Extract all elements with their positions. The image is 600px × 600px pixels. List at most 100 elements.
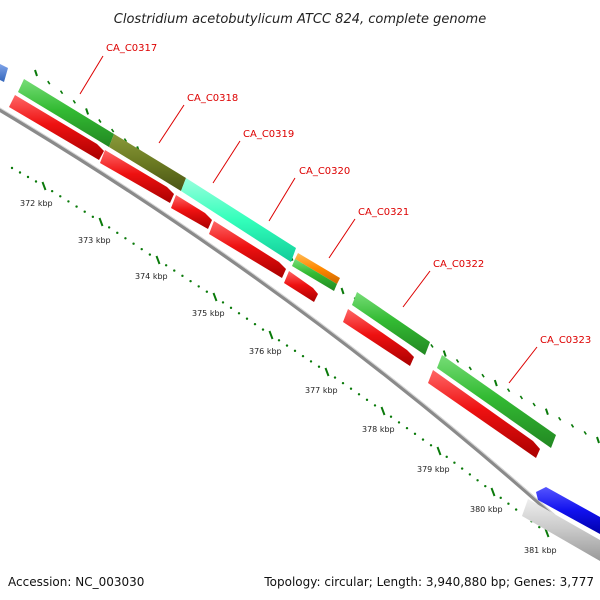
- outer-scale-tick: [110, 128, 115, 133]
- gene-label-leader-line: [212, 140, 241, 184]
- outer-scale-tick: [532, 402, 536, 407]
- cds-arrow-CA_C0319a: [171, 195, 212, 229]
- kbp-minor-tick: [83, 210, 86, 213]
- genome-backbone: [0, 107, 600, 558]
- kbp-major-tick: [380, 406, 386, 416]
- kbp-minor-tick: [349, 387, 353, 390]
- kbp-major-tick: [324, 367, 330, 377]
- map-title: Clostridium acetobutylicum ATCC 824, com…: [114, 12, 486, 27]
- kbp-minor-tick: [445, 455, 448, 459]
- kbp-minor-tick: [189, 279, 192, 283]
- kbp-minor-tick: [34, 180, 38, 183]
- upstream-gene-bar: [0, 64, 8, 82]
- kbp-minor-tick: [413, 432, 417, 436]
- gene-label-CA_C0317: CA_C0317: [106, 43, 157, 54]
- kbp-minor-tick: [389, 415, 393, 418]
- kbp-major-tick: [436, 446, 442, 456]
- kbp-minor-tick: [181, 274, 184, 278]
- gene-label-CA_C0318: CA_C0318: [187, 93, 238, 104]
- kbp-minor-tick: [26, 175, 30, 179]
- outer-scale-tick: [47, 80, 51, 85]
- kbp-minor-tick: [237, 312, 241, 315]
- outer-scale-tick: [583, 430, 587, 435]
- kbp-tick-label: 375 kbp: [192, 309, 225, 318]
- gene-label-leader-line: [79, 55, 104, 95]
- outer-scale-tick: [34, 69, 38, 77]
- cds-arrow-CA_C0319b: [209, 221, 286, 278]
- kbp-minor-tick: [107, 226, 111, 229]
- outer-scale-tick: [519, 395, 524, 400]
- gene-label-CA_C0323: CA_C0323: [540, 335, 591, 346]
- gene-label-leader-line: [402, 270, 431, 308]
- cds-arrow-CA_C0317: [9, 95, 104, 160]
- kbp-minor-tick: [245, 317, 249, 320]
- kbp-minor-tick: [357, 393, 361, 396]
- gene-label-leader-line: [508, 346, 538, 384]
- kbp-minor-tick: [405, 426, 409, 430]
- kbp-tick-label: 380 kbp: [470, 505, 503, 514]
- kbp-tick-label: 379 kbp: [417, 465, 450, 474]
- gene-CA_C0318-bar: [109, 134, 186, 191]
- outer-scale-tick: [506, 388, 511, 393]
- outer-scale-tick: [544, 408, 549, 416]
- topology-text: Topology: circular; Length: 3,940,880 bp…: [263, 575, 594, 589]
- kbp-minor-tick: [309, 360, 313, 363]
- kbp-minor-tick: [18, 171, 22, 174]
- accession-text: Accession: NC_003030: [8, 575, 144, 589]
- outer-scale-tick: [493, 379, 498, 387]
- outer-scale-tick: [123, 138, 128, 142]
- gene-CA_C0323-bar: [437, 355, 556, 448]
- kbp-minor-tick: [373, 404, 377, 407]
- gene-CA_C0319-bar: [181, 178, 296, 262]
- kbp-minor-tick: [301, 354, 305, 358]
- kbp-major-tick: [544, 528, 550, 538]
- kbp-minor-tick: [476, 479, 479, 482]
- downstream-gene-bar-blue: [536, 487, 600, 534]
- kbp-minor-tick: [507, 502, 510, 505]
- kbp-minor-tick: [261, 328, 265, 331]
- kbp-minor-tick: [140, 247, 143, 251]
- kbp-major-tick: [268, 330, 274, 340]
- gene-label-leader-line: [328, 218, 356, 259]
- kbp-minor-tick: [197, 285, 200, 288]
- gene-CA_C0322-bar: [352, 292, 430, 355]
- gene-label-leader-line: [268, 177, 296, 222]
- kbp-minor-tick: [453, 461, 456, 464]
- outer-scale-tick: [570, 423, 575, 428]
- kbp-minor-tick: [499, 496, 502, 500]
- kbp-minor-tick: [132, 242, 135, 245]
- outer-scale-tick: [72, 99, 76, 104]
- kbp-minor-tick: [365, 398, 369, 402]
- kbp-minor-tick: [148, 253, 152, 256]
- kbp-tick-label: 372 kbp: [20, 199, 53, 208]
- gene-label-CA_C0320: CA_C0320: [299, 166, 350, 177]
- kbp-major-tick: [212, 292, 218, 302]
- gene-label-layer: CA_C0317 CA_C0318 CA_C0319 CA_C0320 CA_C0321…: [79, 43, 591, 384]
- kbp-minor-tick: [10, 166, 14, 170]
- cds-arrow-CA_C0322: [343, 309, 414, 366]
- gene-label-CA_C0319: CA_C0319: [243, 129, 294, 140]
- kbp-major-tick: [490, 487, 496, 497]
- kbp-tick-label: 378 kbp: [362, 425, 395, 434]
- cds-arrow-CA_C0318: [100, 150, 174, 203]
- kbp-minor-tick: [293, 349, 297, 353]
- kbp-tick-label: 376 kbp: [249, 347, 282, 356]
- kbp-minor-tick: [124, 237, 127, 240]
- kbp-minor-tick: [50, 189, 54, 193]
- kbp-minor-tick: [229, 306, 233, 310]
- kbp-minor-tick: [421, 438, 425, 441]
- kbp-minor-tick: [484, 484, 487, 488]
- kbp-minor-tick: [173, 269, 176, 272]
- kbp-major-tick: [155, 255, 161, 265]
- kbp-minor-tick: [514, 508, 518, 511]
- outer-scale-tick: [340, 287, 345, 295]
- kbp-minor-tick: [538, 525, 541, 529]
- kbp-major-tick: [41, 181, 47, 191]
- kbp-minor-tick: [205, 290, 209, 293]
- gene-CA_C0321-bar: [292, 259, 337, 291]
- genome-backbone-highlight: [0, 107, 599, 555]
- kbp-minor-tick: [397, 421, 401, 424]
- kbp-minor-tick: [317, 365, 321, 368]
- outer-scale-tick: [596, 436, 600, 444]
